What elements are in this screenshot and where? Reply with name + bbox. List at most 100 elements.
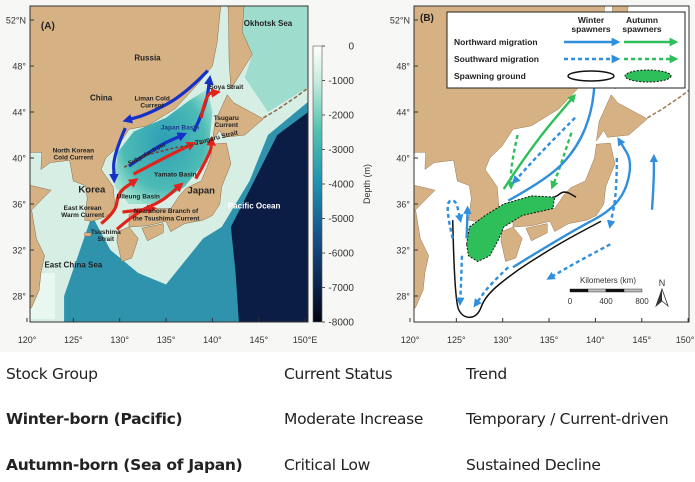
east-korean-warm-arrow (100, 178, 139, 225)
cell-trend: Temporary / Current-driven (466, 410, 669, 428)
lat-tick-label: 44° (12, 108, 26, 118)
offshore-branch-arrow (132, 141, 197, 176)
land-sakhalin (228, 6, 253, 90)
lon-tick-label: 140° (203, 335, 222, 345)
lat-tick-label: 28° (12, 292, 26, 302)
place-label: Ulleung Basin (117, 193, 160, 200)
panel-b-map: (B) WinterspawnersAutumnspawnersNorthward… (413, 5, 690, 323)
colorbar-tick-label: -7000 (328, 283, 354, 294)
pacific-deep (230, 112, 308, 322)
north-arrow-icon-fill (656, 289, 662, 306)
place-label: Yamato Basin (154, 171, 197, 178)
colorbar-tick-label: 0 (348, 42, 354, 53)
lon-tick-label: 145° (632, 335, 651, 345)
depth-colorbar: 0 -1000 -2000 -3000 -4000 -5000 -6000 -7000 -800… (312, 42, 372, 329)
coastal-branch-arrow (194, 135, 216, 180)
colorbar-tick-label: -4000 (328, 180, 354, 191)
lat-tick-label: 36° (396, 200, 410, 210)
winter-southward-arrow (512, 116, 576, 185)
scale-bar-segment (605, 288, 625, 293)
subpolar-front-line (123, 142, 204, 168)
lat-tick-label: 32° (396, 246, 410, 256)
scale-bar-segment (587, 288, 607, 293)
legend-winter-spawning (567, 70, 615, 82)
land-shikoku (141, 223, 164, 242)
place-label: Japan Basin (161, 124, 199, 131)
place-label: Tsugaru Current (214, 115, 239, 129)
cell-current-status: Critical Low (284, 456, 371, 474)
lon-tick-label: 120° (401, 335, 420, 345)
land-shikoku (525, 223, 548, 242)
lon-tick-label: 140° (586, 335, 605, 345)
colorbar-tick-label: -1000 (328, 76, 354, 87)
lon-tick-label: 130° (493, 335, 512, 345)
table-row: Winter-born (Pacific) Moderate Increase … (0, 410, 695, 434)
legend-autumn-spawning (624, 69, 672, 83)
place-label: Liman Cold Current (134, 96, 169, 110)
place-label: Pacific Ocean (228, 202, 281, 211)
winter-northward-offshore-arrow (649, 153, 659, 210)
place-label: Russia (134, 53, 161, 62)
panel-a-map: Okhotsk Sea Russia China Liman Cold Current S… (29, 5, 372, 329)
figure-maps: Okhotsk Sea Russia China Liman Cold Current S… (6, 5, 695, 346)
land-cheju (84, 232, 92, 237)
legend-column-header: Winter (578, 15, 605, 25)
scale-bar: Kilometers (km) 0 400 800 (568, 276, 649, 306)
lat-tick-label: 40° (396, 154, 410, 164)
north-arrow-label: N (659, 278, 666, 288)
lat-tick-label: 36° (12, 200, 26, 210)
lat-tick-label: 40° (12, 154, 26, 164)
scale-bar-tick: 800 (635, 297, 649, 306)
colorbar-title: Depth (m) (362, 164, 372, 204)
legend-column-header: Autumn (626, 15, 658, 25)
yellow-sea-loop-arrow (446, 199, 464, 239)
soya-branch-arrow (199, 88, 221, 119)
lon-tick-label: 135° (540, 335, 559, 345)
colorbar-scale (312, 45, 323, 323)
colorbar-tick-label: -8000 (328, 318, 354, 329)
scale-bar-segment (623, 288, 643, 293)
lat-tick-label: 52°N (6, 16, 26, 26)
liman-current-arrow (122, 69, 209, 124)
scale-bar-segment (569, 288, 589, 293)
table-row: Autumn-born (Sea of Japan) Critical Low … (0, 456, 695, 480)
lat-tick-label: 44° (396, 108, 410, 118)
place-label: Japan (188, 186, 216, 197)
lon-tick-label: 150°E (676, 335, 695, 345)
legend-row-label: Spawning ground (454, 71, 526, 81)
lon-tick-label: 145° (249, 335, 268, 345)
colorbar-tick-label: -3000 (328, 145, 354, 156)
panel-b-label: (B) (420, 13, 434, 24)
legend-column-header: spawners (622, 24, 661, 34)
colorbar-tick-label: -5000 (328, 214, 354, 225)
winter-southward-ecs-arrow-2 (456, 255, 465, 306)
legend-column-header: spawners (571, 24, 610, 34)
header-current-status: Current Status (284, 365, 393, 383)
place-label: East Korean Warm Current (61, 205, 105, 219)
legend-row-label: Southward migration (454, 54, 539, 64)
land-hokkaido (212, 94, 264, 141)
lat-tick-label: 48° (12, 62, 26, 72)
header-trend: Trend (466, 365, 507, 383)
land-china (30, 185, 52, 310)
land-kyushu (116, 226, 139, 262)
autumn-southward-arrow-2 (550, 132, 573, 190)
panel-a-frame (29, 5, 309, 323)
lon-tick-label: 135° (157, 335, 176, 345)
place-label: Korea (78, 185, 106, 196)
map-axes: 52°N 48° 44° 40° 36° 32° 28° 120° 125° 130° 135° 14… (6, 16, 695, 346)
lon-tick-label: 125° (64, 335, 83, 345)
lon-tick-label: 120° (18, 335, 37, 345)
scale-bar-title: Kilometers (km) (580, 276, 636, 285)
place-label: China (90, 94, 113, 103)
lat-tick-label: 52°N (390, 16, 410, 26)
header-stock-group: Stock Group (6, 365, 98, 383)
lat-tick-label: 48° (396, 62, 410, 72)
lat-tick-label: 28° (396, 292, 410, 302)
kuril-islands (263, 87, 308, 119)
lon-tick-label: 125° (447, 335, 466, 345)
place-label: Tsushima Strait (91, 229, 121, 243)
place-label: North Korean Cold Current (53, 147, 95, 161)
